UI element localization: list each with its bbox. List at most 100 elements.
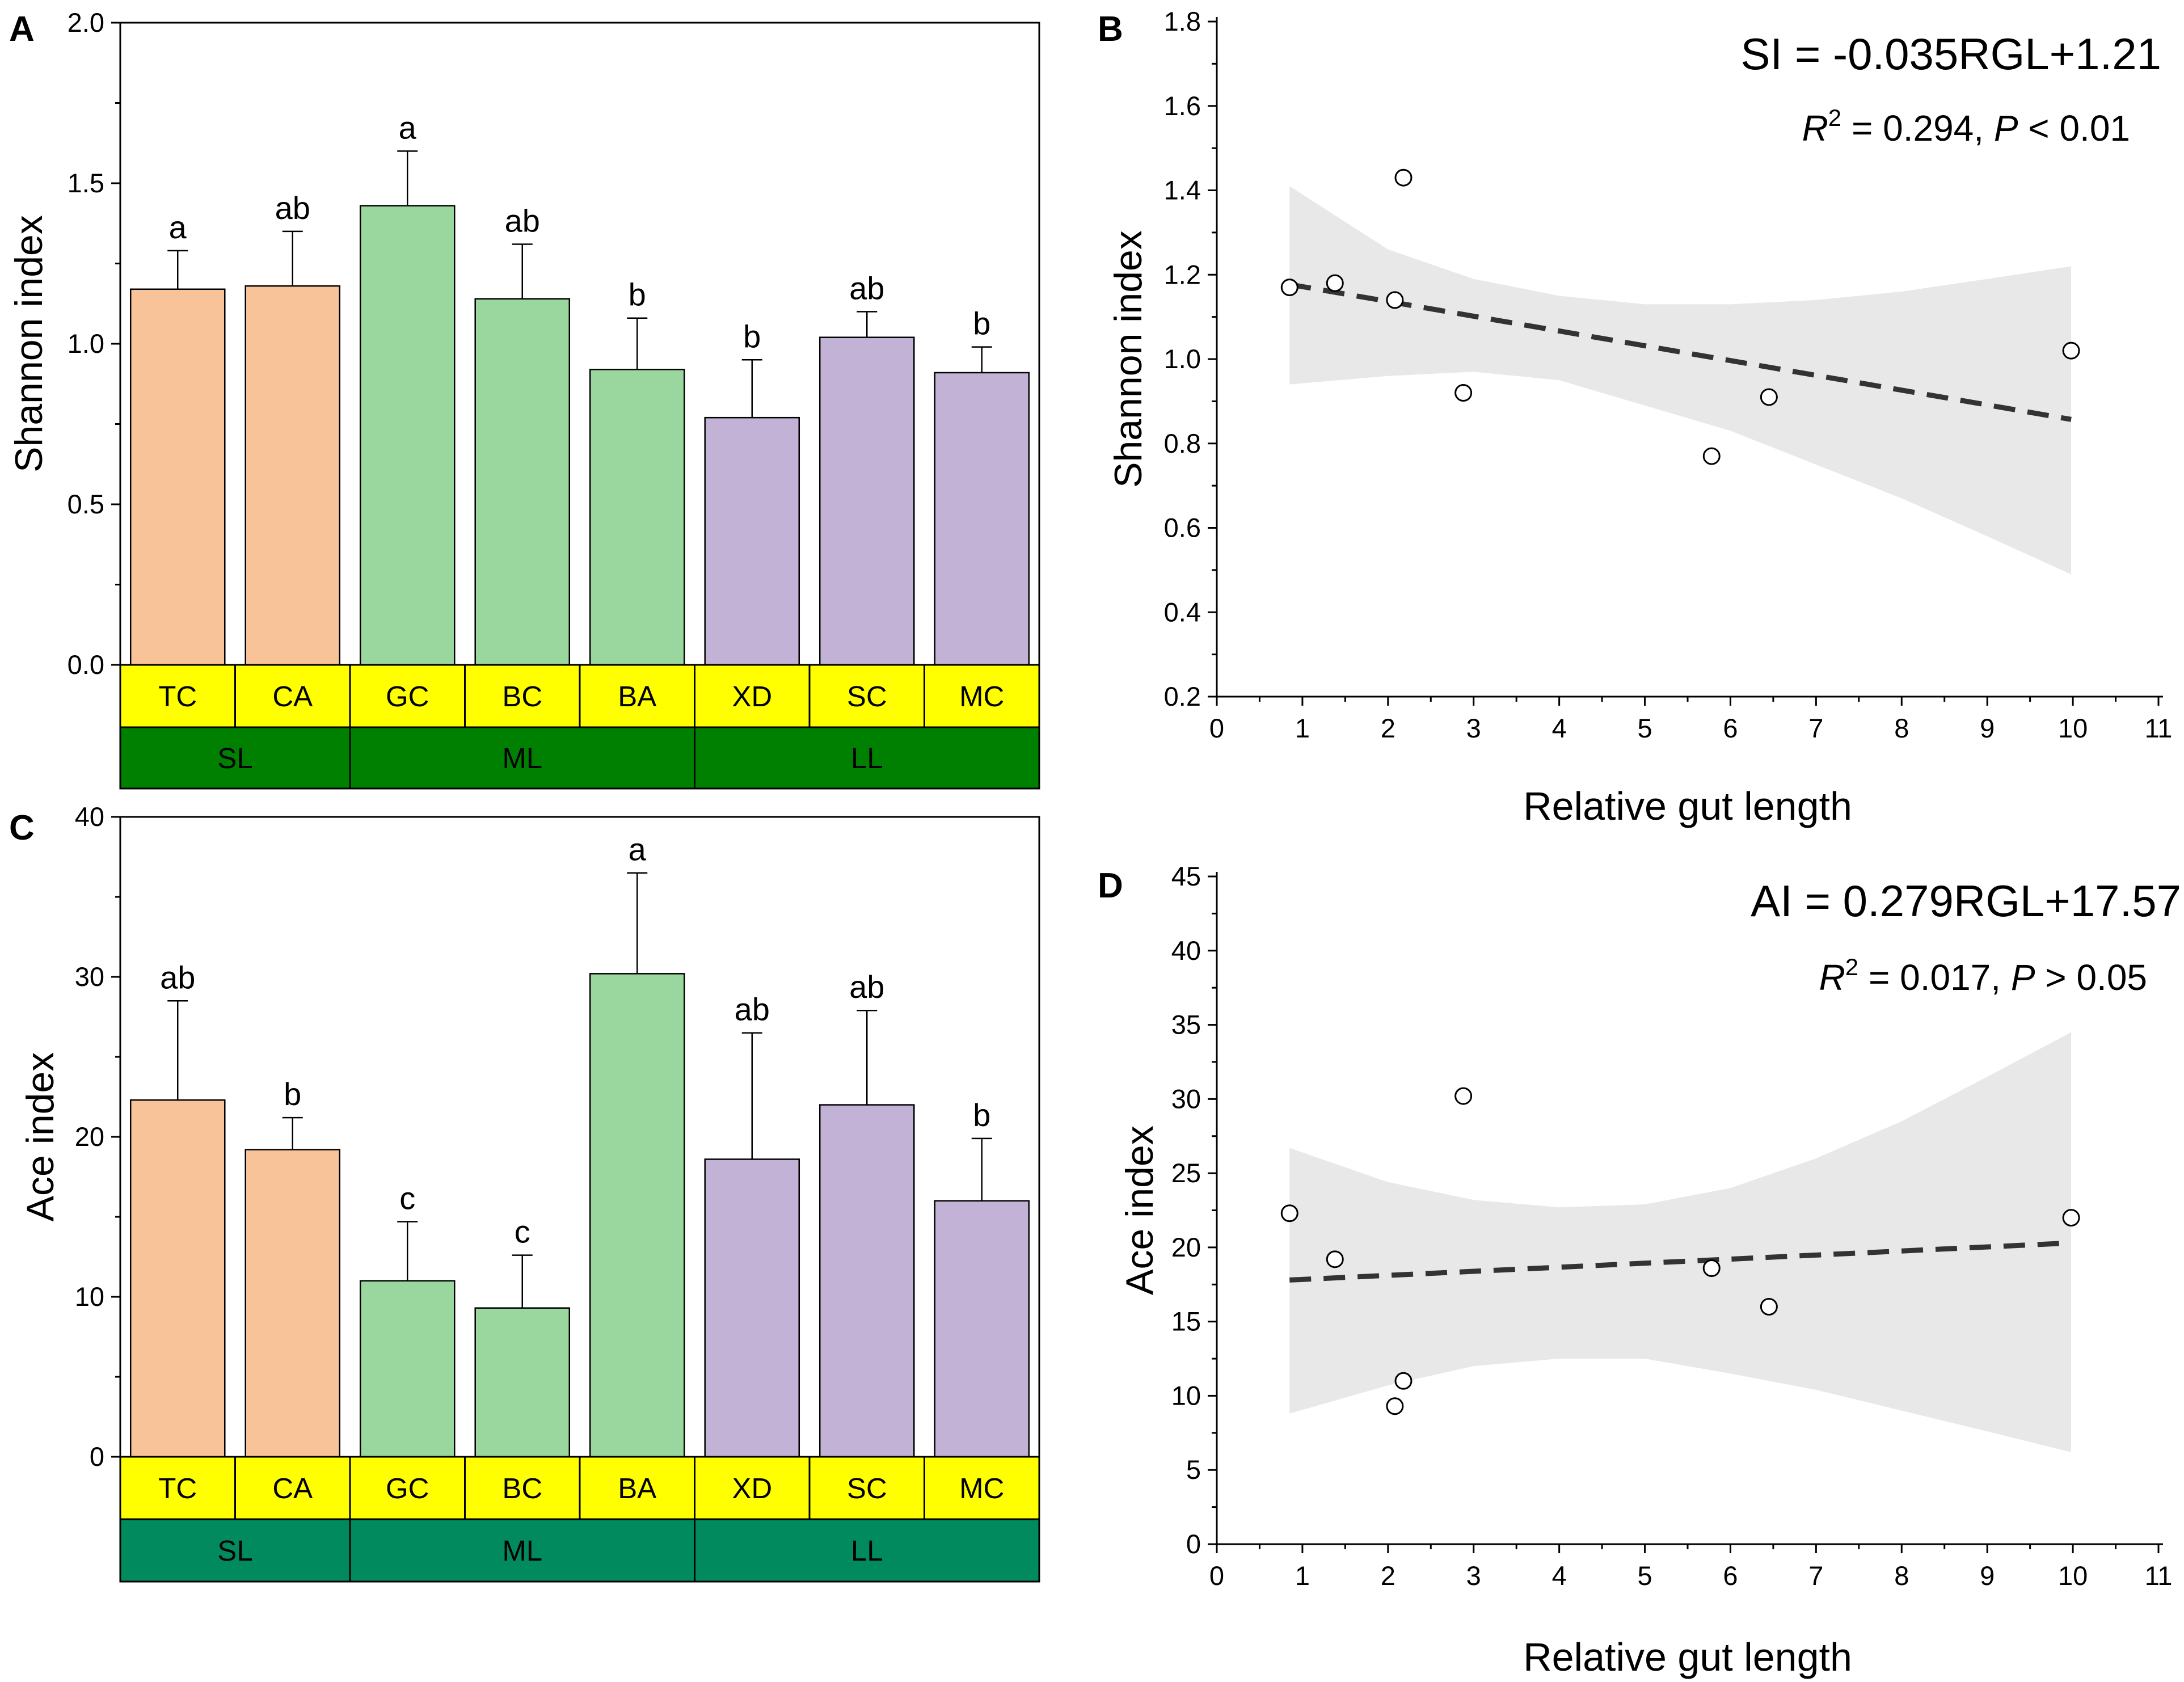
confidence-band: [1289, 1032, 2072, 1452]
panel-label-A: A: [9, 10, 35, 49]
y-tick-label: 20: [75, 1122, 104, 1152]
significance-letter-BA: a: [629, 832, 647, 867]
x-tick-label: 3: [1466, 1561, 1481, 1591]
group-label-SL: SL: [217, 742, 252, 774]
confidence-band: [1289, 186, 2072, 575]
data-point: [1386, 291, 1404, 309]
significance-letter-CA: ab: [275, 190, 310, 226]
x-axis-title: Relative gut length: [1523, 1635, 1852, 1679]
data-point: [1760, 388, 1778, 406]
panel-label-D: D: [1098, 866, 1123, 905]
data-point: [1386, 1397, 1404, 1415]
category-label-MC: MC: [959, 680, 1004, 713]
significance-letter-BC: ab: [505, 203, 540, 239]
bar-MC: [934, 1200, 1030, 1458]
x-tick-label: 11: [2145, 1561, 2173, 1591]
x-tick-label: 5: [1637, 1561, 1652, 1591]
y-tick-label: 1.0: [68, 328, 104, 359]
category-label-XD: XD: [732, 1472, 772, 1504]
significance-letter-GC: c: [399, 1180, 415, 1216]
bar-panel-A: A 0.0 0.5 1.0 1.5 2.0 Shannon index a ab a ab b b ab b…: [7, 7, 1040, 790]
significance-letter-GC: a: [399, 109, 417, 145]
x-tick-label: 9: [1980, 1561, 1995, 1591]
category-label-CA: CA: [272, 680, 313, 713]
data-point: [1326, 274, 1344, 292]
stat-stat-p-value: > 0.05: [2035, 957, 2148, 998]
data-point: [2062, 1209, 2080, 1227]
data-point: [1454, 384, 1473, 402]
bar-TC: [129, 288, 226, 666]
stat-stat-r2-label: R: [1819, 957, 1845, 998]
group-label-SL: SL: [217, 1535, 252, 1567]
category-label-TC: TC: [158, 1472, 197, 1504]
data-point: [1394, 168, 1413, 187]
category-label-CA: CA: [272, 1472, 313, 1504]
y-tick-label: 35: [1171, 1010, 1201, 1040]
y-tick-label: 1.5: [68, 168, 104, 198]
stat-stat-p-value: < 0.01: [2018, 108, 2131, 149]
stat-stat-r2-sup: 2: [1828, 104, 1841, 131]
stat-stat-p-label: P: [2011, 957, 2035, 998]
data-point: [1702, 447, 1721, 465]
x-tick-label: 4: [1552, 1561, 1567, 1591]
bar-SC: [819, 336, 915, 666]
bar-GC: [359, 205, 456, 666]
bar-BC: [474, 298, 571, 666]
category-label-SC: SC: [847, 680, 887, 713]
data-point: [1454, 1087, 1473, 1105]
data-point: [1760, 1298, 1778, 1316]
significance-letter-XD: b: [743, 318, 761, 354]
category-label-XD: XD: [732, 680, 772, 713]
bar-SC: [819, 1104, 915, 1458]
panel-label-C: C: [9, 808, 35, 848]
regression-statistics: R2 = 0.294, P < 0.01: [1802, 104, 2130, 149]
y-tick-label: 1.6: [1164, 91, 1201, 121]
bar-BA: [589, 973, 685, 1458]
bar-CA: [244, 285, 341, 666]
regression-equation: AI = 0.279RGL+17.57: [1751, 876, 2181, 926]
y-tick-label: 40: [75, 802, 104, 832]
category-label-TC: TC: [158, 680, 197, 713]
significance-letter-XD: ab: [735, 992, 770, 1027]
group-label-LL: LL: [851, 1535, 883, 1567]
significance-letter-SC: ab: [849, 969, 884, 1005]
group-label-LL: LL: [851, 742, 883, 774]
x-tick-label: 6: [1723, 713, 1738, 743]
y-tick-label: 0.6: [1164, 513, 1201, 543]
x-tick-label: 2: [1381, 713, 1395, 743]
x-tick-label: 0: [1209, 1561, 1224, 1591]
stat-stat-r2-label: R: [1802, 108, 1828, 149]
x-tick-label: 3: [1466, 713, 1481, 743]
data-point: [1280, 279, 1298, 297]
y-axis-title: Shannon index: [1107, 230, 1150, 488]
y-tick-label: 5: [1186, 1455, 1201, 1485]
data-point: [2062, 342, 2080, 360]
category-label-BA: BA: [618, 1472, 656, 1504]
regression-statistics: R2 = 0.017, P > 0.05: [1819, 954, 2147, 998]
x-tick-label: 8: [1894, 713, 1909, 743]
x-tick-label: 8: [1894, 1561, 1909, 1591]
y-tick-label: 0.2: [1164, 681, 1201, 711]
bar-XD: [704, 416, 800, 666]
y-tick-label: 30: [1171, 1084, 1201, 1114]
y-tick-label: 2.0: [68, 7, 104, 37]
data-point: [1280, 1204, 1298, 1222]
category-label-BC: BC: [502, 1472, 542, 1504]
x-tick-label: 7: [1808, 1561, 1823, 1591]
y-tick-label: 1.0: [1164, 344, 1201, 374]
x-tick-label: 7: [1808, 713, 1823, 743]
y-tick-label: 45: [1171, 861, 1201, 891]
group-band: [119, 726, 1040, 790]
group-band: [119, 1518, 1040, 1583]
x-tick-label: 10: [2058, 1561, 2088, 1591]
category-label-GC: GC: [386, 1472, 429, 1504]
bar-panel-C: C 0 10 20 30 40 Ace index ab b c c a ab ab b TC CA GC BC BA…: [9, 802, 1040, 1583]
bar-GC: [359, 1280, 456, 1458]
y-tick-label: 0: [90, 1441, 104, 1472]
y-tick-label: 0.8: [1164, 428, 1201, 458]
data-point: [1326, 1250, 1344, 1268]
x-tick-label: 6: [1723, 1561, 1738, 1591]
category-label-BC: BC: [502, 680, 542, 713]
y-tick-label: 1.2: [1164, 259, 1201, 289]
